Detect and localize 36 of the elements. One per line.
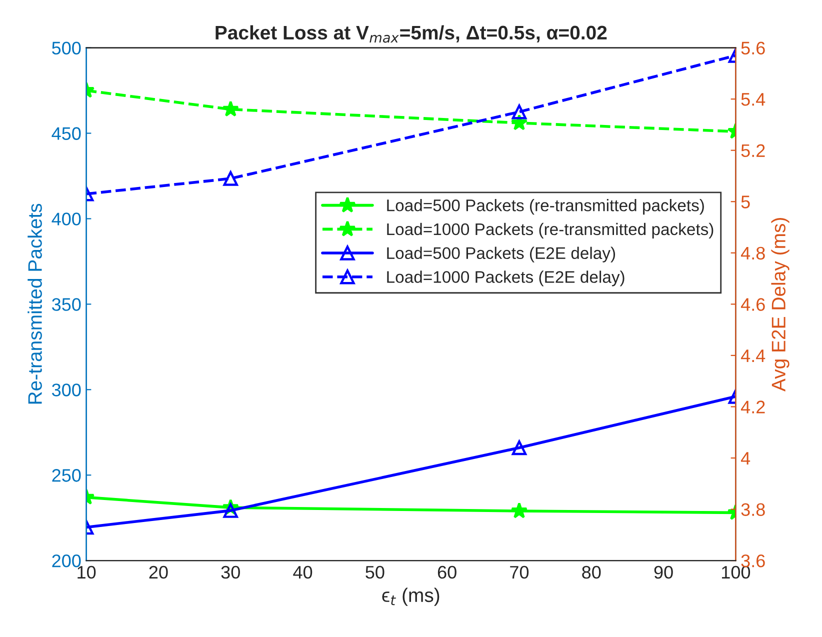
y2-tick-label: 4 <box>740 452 750 465</box>
x-tick-label: 10 <box>78 566 96 579</box>
y-axis-title: Re-transmitted Packets <box>28 204 42 404</box>
y2-tick-label: 4.6 <box>740 298 765 311</box>
y-tick-label: 400 <box>52 212 81 226</box>
x-axis-title: ϵ$_{t}$ (ms) <box>382 588 440 606</box>
y2-tick-label: 5 <box>741 196 750 208</box>
y-tick-label: 450 <box>52 127 81 140</box>
y2-tick-label: 5.2 <box>741 144 765 158</box>
y2-axis-title: Avg E2E Delay (ms) <box>771 218 790 392</box>
legend-label: Load=500 Packets (re-transmitted packets) <box>387 199 704 215</box>
x-tick-label: 90 <box>654 566 673 579</box>
x-tick-label: 80 <box>582 566 601 579</box>
y2-tick-label: 4.2 <box>740 400 765 414</box>
legend-label: Load=1000 Packets (re-transmitted packets) <box>387 222 714 238</box>
y2-tick-label: 3.6 <box>741 554 765 568</box>
y-tick-label: 350 <box>52 298 81 311</box>
x-tick-label: 20 <box>149 566 168 579</box>
y2-tick-label: 5.6 <box>741 42 765 54</box>
y2-tick-label: 4.8 <box>740 246 765 260</box>
y-tick-label: 200 <box>52 554 81 568</box>
x-tick-label: 40 <box>293 566 312 579</box>
y2-tick-label: 5.4 <box>741 93 766 106</box>
legend-label: Load=1000 Packets (E2E delay) <box>387 270 624 286</box>
chart-title: Packet Loss at V$_{max}$=5m/s, Δt=0.5s, α=0.02 <box>216 25 607 43</box>
x-tick-label: 30 <box>221 566 240 579</box>
y2-tick-label: 4.4 <box>740 350 766 362</box>
x-tick-label: 100 <box>722 566 750 579</box>
y-tick-label: 250 <box>52 469 81 482</box>
y-tick-label: 500 <box>52 42 81 54</box>
y-tick-label: 300 <box>52 384 81 396</box>
x-tick-label: 70 <box>510 566 529 579</box>
y2-tick-label: 3.8 <box>741 503 765 516</box>
x-tick-label: 60 <box>438 566 456 579</box>
x-tick-label: 50 <box>366 566 384 579</box>
legend-label: Load=500 Packets (E2E delay) <box>387 246 616 262</box>
